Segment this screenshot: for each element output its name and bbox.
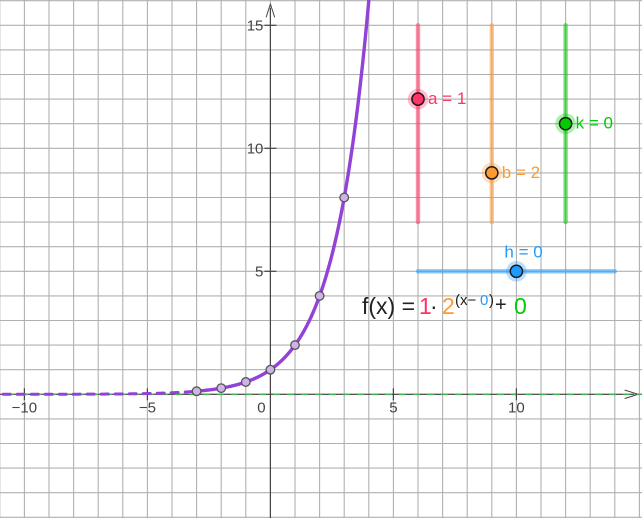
svg-text:f(x) =: f(x) = xyxy=(362,293,415,319)
svg-text:10: 10 xyxy=(508,399,525,416)
svg-text:5: 5 xyxy=(255,263,263,280)
svg-text:2: 2 xyxy=(442,293,455,319)
svg-text:b = 2: b = 2 xyxy=(502,163,540,182)
svg-text:10: 10 xyxy=(247,140,264,157)
svg-text:5: 5 xyxy=(389,399,397,416)
svg-text:a = 1: a = 1 xyxy=(428,89,466,108)
svg-text:): ) xyxy=(489,292,494,309)
svg-text:−5: −5 xyxy=(139,399,156,416)
svg-text:h = 0: h = 0 xyxy=(504,242,542,261)
svg-text:−10: −10 xyxy=(12,399,37,416)
svg-text:·: · xyxy=(430,293,438,319)
svg-text:k = 0: k = 0 xyxy=(576,114,613,133)
svg-text:(x−: (x− xyxy=(455,292,476,309)
svg-text:0: 0 xyxy=(257,399,265,416)
svg-text:+: + xyxy=(495,294,507,316)
svg-text:0: 0 xyxy=(514,293,527,319)
svg-text:0: 0 xyxy=(480,292,488,309)
svg-text:15: 15 xyxy=(247,17,264,34)
